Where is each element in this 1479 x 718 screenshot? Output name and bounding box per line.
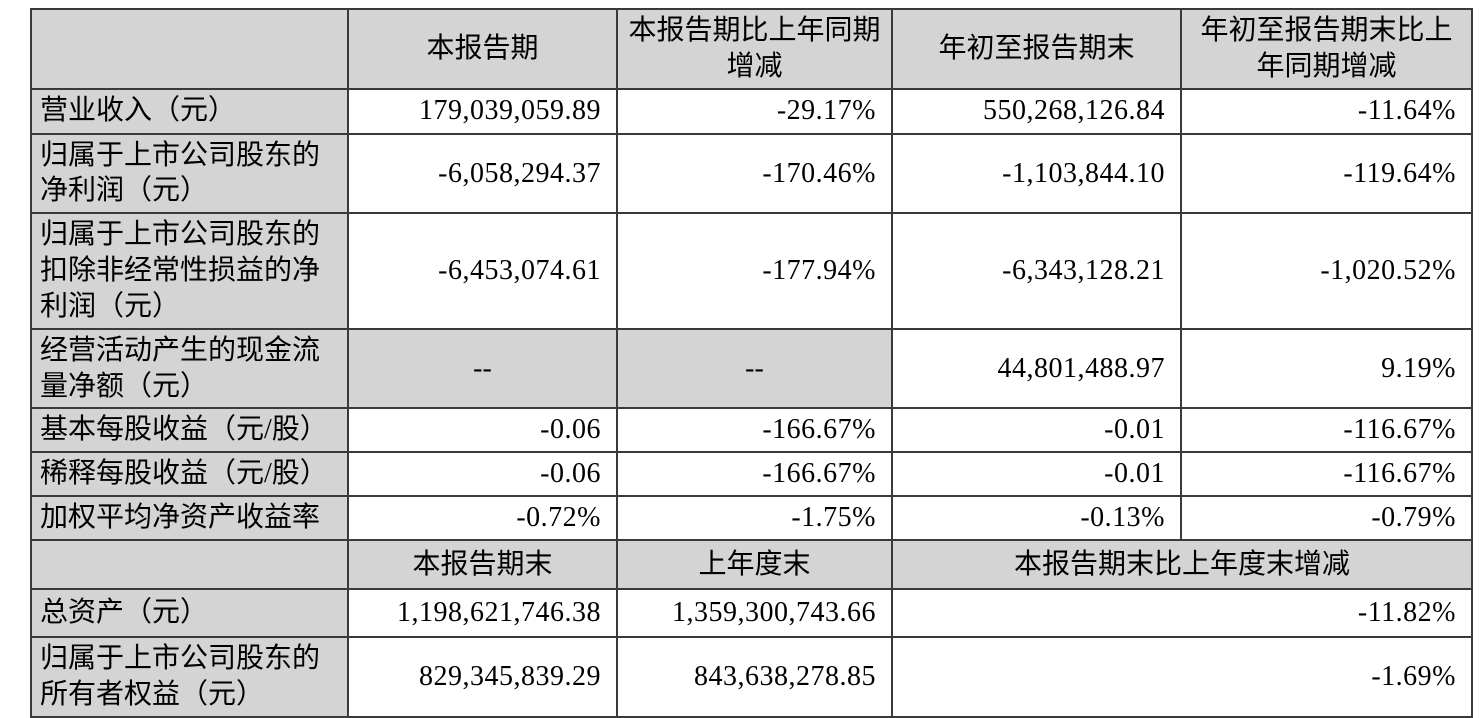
header-period-end-vs-last-year-change: 本报告期末比上年度末增减 — [891, 538, 1473, 590]
basic-eps-yoy-change: -166.67% — [616, 407, 893, 454]
row-net-profit: 归属于上市公司股东的 净利润（元） -6,058,294.37 -170.46%… — [30, 132, 1473, 215]
net-profit-current: -6,058,294.37 — [347, 132, 618, 215]
non-recurring-net-profit-ytd-yoy-change: -1,020.52% — [1180, 212, 1473, 330]
revenue-ytd: 550,268,126.84 — [891, 87, 1182, 135]
row-revenue: 营业收入（元） 179,039,059.89 -29.17% 550,268,1… — [30, 87, 1473, 135]
net-profit-ytd: -1,103,844.10 — [891, 132, 1182, 215]
operating-cash-flow-yoy-change: -- — [616, 327, 893, 410]
shareholders-equity-last-year-end: 843,638,278.85 — [616, 635, 893, 718]
header-end-of-last-year: 上年度末 — [616, 538, 893, 590]
net-profit-yoy-change: -170.46% — [616, 132, 893, 215]
diluted-eps-yoy-change: -166.67% — [616, 451, 893, 498]
row-non-recurring-net-profit: 归属于上市公司股东的 扣除非经常性损益的净 利润（元） -6,453,074.6… — [30, 212, 1473, 330]
diluted-eps-ytd: -0.01 — [891, 451, 1182, 498]
row-operating-cash-flow: 经营活动产生的现金流 量净额（元） -- -- 44,801,488.97 9.… — [30, 327, 1473, 410]
shareholders-equity-change: -1.69% — [891, 635, 1473, 718]
non-recurring-net-profit-current: -6,453,074.61 — [347, 212, 618, 330]
non-recurring-net-profit-ytd: -6,343,128.21 — [891, 212, 1182, 330]
row-total-assets-label: 总资产（元） — [30, 587, 349, 638]
diluted-eps-current: -0.06 — [347, 451, 618, 498]
basic-eps-ytd: -0.01 — [891, 407, 1182, 454]
header-current-period-yoy-change: 本报告期比上年同期 增减 — [616, 8, 893, 90]
total-assets-change: -11.82% — [891, 587, 1473, 638]
row-basic-eps: 基本每股收益（元/股） -0.06 -166.67% -0.01 -116.67… — [30, 407, 1473, 454]
header-row-period: 本报告期 本报告期比上年同期 增减 年初至报告期末 年初至报告期末比上 年同期增… — [30, 8, 1473, 90]
row-operating-cash-flow-label: 经营活动产生的现金流 量净额（元） — [30, 327, 349, 410]
revenue-current: 179,039,059.89 — [347, 87, 618, 135]
row-diluted-eps: 稀释每股收益（元/股） -0.06 -166.67% -0.01 -116.67… — [30, 451, 1473, 498]
row-weighted-roe-label: 加权平均净资产收益率 — [30, 495, 349, 541]
header2-empty-cell — [30, 538, 349, 590]
financial-summary-table: 本报告期 本报告期比上年同期 增减 年初至报告期末 年初至报告期末比上 年同期增… — [30, 8, 1473, 718]
header-row-period-end: 本报告期末 上年度末 本报告期末比上年度末增减 — [30, 538, 1473, 590]
row-weighted-roe: 加权平均净资产收益率 -0.72% -1.75% -0.13% -0.79% — [30, 495, 1473, 541]
operating-cash-flow-current: -- — [347, 327, 618, 410]
row-shareholders-equity: 归属于上市公司股东的 所有者权益（元） 829,345,839.29 843,6… — [30, 635, 1473, 718]
revenue-ytd-yoy-change: -11.64% — [1180, 87, 1473, 135]
header-ytd-yoy-change: 年初至报告期末比上 年同期增减 — [1180, 8, 1473, 90]
header-current-period: 本报告期 — [347, 8, 618, 90]
basic-eps-ytd-yoy-change: -116.67% — [1180, 407, 1473, 454]
row-shareholders-equity-label: 归属于上市公司股东的 所有者权益（元） — [30, 635, 349, 718]
net-profit-ytd-yoy-change: -119.64% — [1180, 132, 1473, 215]
row-revenue-label: 营业收入（元） — [30, 87, 349, 135]
shareholders-equity-period-end: 829,345,839.29 — [347, 635, 618, 718]
weighted-roe-current: -0.72% — [347, 495, 618, 541]
revenue-yoy-change: -29.17% — [616, 87, 893, 135]
diluted-eps-ytd-yoy-change: -116.67% — [1180, 451, 1473, 498]
row-net-profit-label: 归属于上市公司股东的 净利润（元） — [30, 132, 349, 215]
total-assets-last-year-end: 1,359,300,743.66 — [616, 587, 893, 638]
non-recurring-net-profit-yoy-change: -177.94% — [616, 212, 893, 330]
row-total-assets: 总资产（元） 1,198,621,746.38 1,359,300,743.66… — [30, 587, 1473, 638]
weighted-roe-ytd-yoy-change: -0.79% — [1180, 495, 1473, 541]
header-end-of-period: 本报告期末 — [347, 538, 618, 590]
total-assets-period-end: 1,198,621,746.38 — [347, 587, 618, 638]
operating-cash-flow-ytd: 44,801,488.97 — [891, 327, 1182, 410]
basic-eps-current: -0.06 — [347, 407, 618, 454]
row-non-recurring-net-profit-label: 归属于上市公司股东的 扣除非经常性损益的净 利润（元） — [30, 212, 349, 330]
weighted-roe-yoy-change: -1.75% — [616, 495, 893, 541]
weighted-roe-ytd: -0.13% — [891, 495, 1182, 541]
operating-cash-flow-ytd-yoy-change: 9.19% — [1180, 327, 1473, 410]
header-year-to-date: 年初至报告期末 — [891, 8, 1182, 90]
header-empty-cell — [30, 8, 349, 90]
row-diluted-eps-label: 稀释每股收益（元/股） — [30, 451, 349, 498]
row-basic-eps-label: 基本每股收益（元/股） — [30, 407, 349, 454]
